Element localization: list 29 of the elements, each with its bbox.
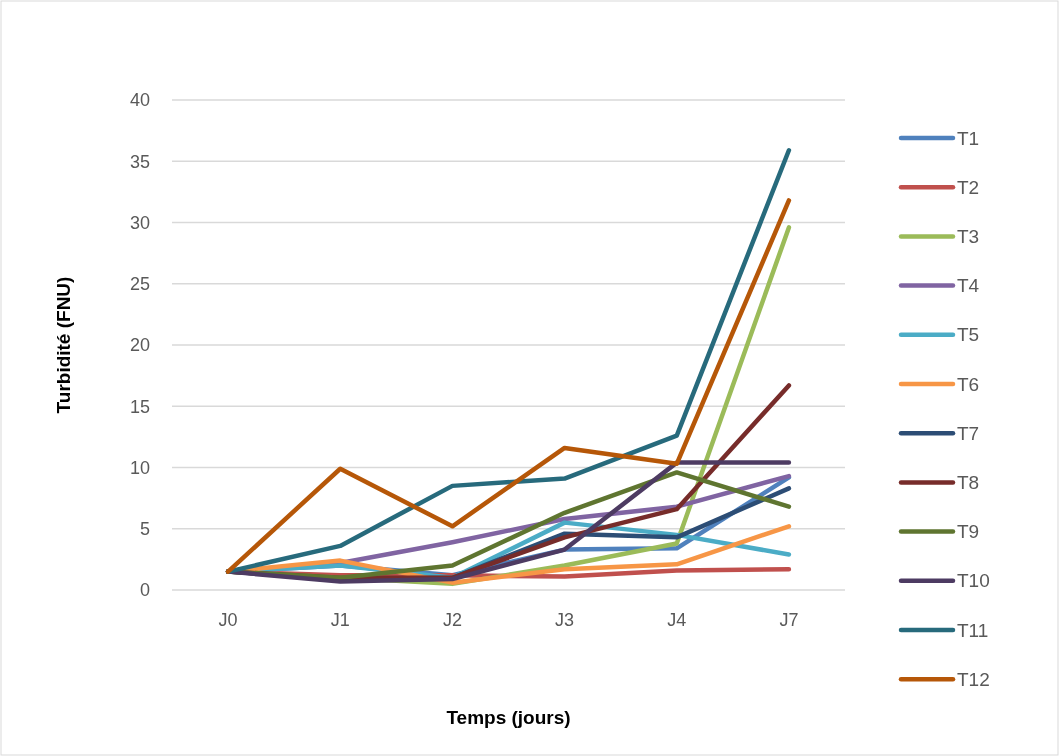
legend-label: T2 bbox=[957, 176, 980, 198]
legend-label: T11 bbox=[957, 619, 989, 641]
x-tick-label: J0 bbox=[218, 610, 238, 630]
x-tick-label: J7 bbox=[779, 610, 799, 630]
legend-label: T5 bbox=[957, 324, 980, 346]
y-tick-label: 5 bbox=[139, 519, 150, 540]
legend-label: T10 bbox=[957, 570, 990, 592]
y-tick-label: 30 bbox=[129, 212, 150, 233]
legend-label: T4 bbox=[957, 275, 980, 297]
y-tick-label: 40 bbox=[129, 90, 150, 111]
y-tick-label: 0 bbox=[139, 580, 150, 601]
y-tick-label: 25 bbox=[129, 274, 150, 295]
legend-label: T1 bbox=[957, 127, 980, 149]
x-tick-label: J3 bbox=[555, 610, 575, 630]
y-tick-label: 10 bbox=[129, 457, 150, 478]
x-axis-title: Temps (jours) bbox=[446, 707, 571, 728]
y-tick-label: 20 bbox=[129, 335, 150, 356]
legend-label: T8 bbox=[957, 472, 980, 494]
y-tick-label: 35 bbox=[129, 151, 150, 172]
legend-label: T7 bbox=[957, 422, 980, 444]
x-tick-label: J4 bbox=[667, 610, 687, 630]
legend-label: T12 bbox=[957, 668, 990, 690]
legend-label: T9 bbox=[957, 521, 980, 543]
x-tick-label: J2 bbox=[442, 610, 462, 630]
y-tick-label: 15 bbox=[129, 396, 150, 417]
x-tick-label: J1 bbox=[330, 610, 350, 630]
y-axis-title: Turbidité (FNU) bbox=[53, 276, 74, 414]
legend-label: T6 bbox=[957, 373, 980, 395]
legend-label: T3 bbox=[957, 226, 980, 248]
